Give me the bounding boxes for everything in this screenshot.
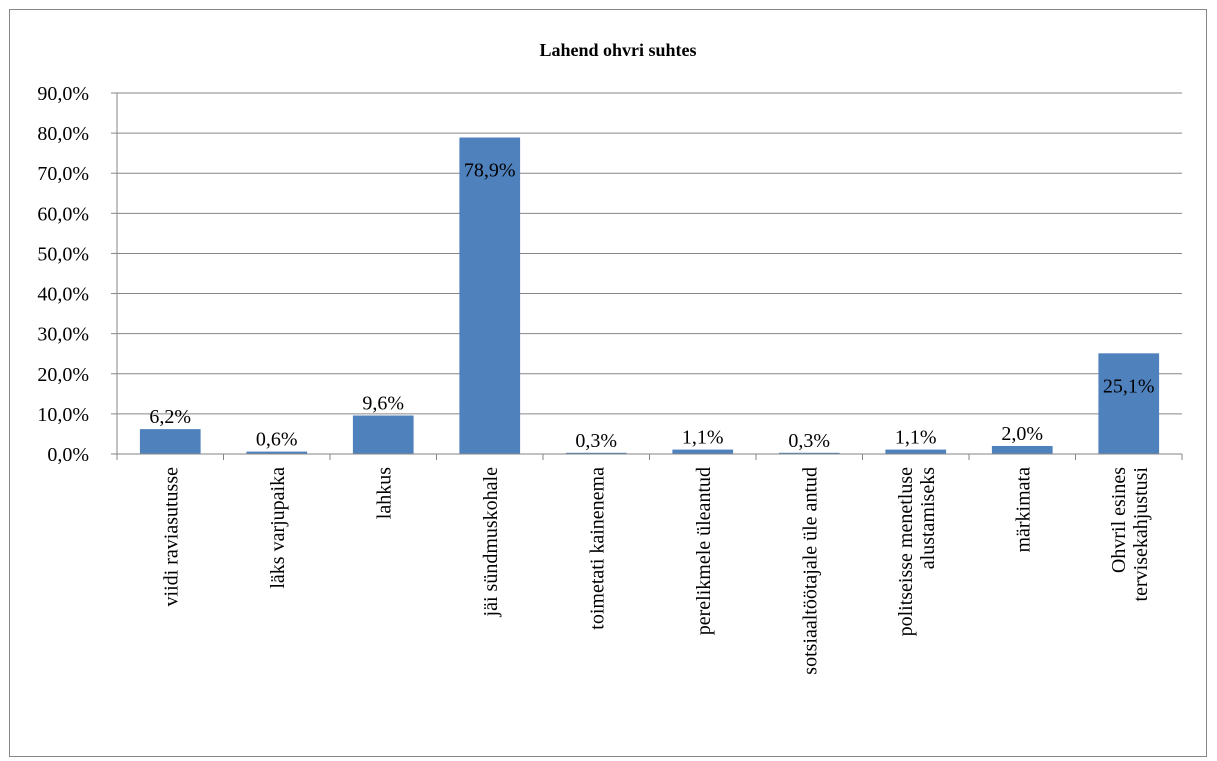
bar <box>991 445 1053 454</box>
data-label: 9,6% <box>362 392 404 414</box>
bar <box>1098 353 1160 454</box>
y-tick-label: 40,0% <box>37 284 89 306</box>
y-axis-ticks: 0,0% 10,0% 20,0% 30,0% 40,0% 50,0% 60,0% 70,0% 8… <box>37 83 89 466</box>
y-tick-label: 90,0% <box>37 83 89 105</box>
bar <box>885 449 947 454</box>
category-label: viidi raviasutusse <box>160 467 182 607</box>
data-label: 1,1% <box>895 427 937 449</box>
y-tick-label: 70,0% <box>37 163 89 185</box>
category-label: alustamiseks <box>917 467 939 569</box>
bar <box>672 449 734 454</box>
data-label: 25,1% <box>1103 375 1155 397</box>
category-labels: viidi raviasutusse läks varjupaika lahkus j… <box>160 467 1152 675</box>
category-label: sotsiaaltöötajale üle antud <box>799 467 821 675</box>
bar <box>565 452 627 454</box>
bar <box>459 137 521 455</box>
category-label: lahkus <box>373 467 395 519</box>
y-tick-label: 60,0% <box>37 203 89 225</box>
y-tick-label: 80,0% <box>37 123 89 145</box>
category-label: märkimata <box>1012 467 1034 553</box>
category-label: tervisekahjustusi <box>1130 467 1152 602</box>
bar <box>139 429 201 454</box>
data-label: 78,9% <box>464 160 516 182</box>
category-label: jäi sündmuskohale <box>480 467 502 618</box>
y-tick-label: 10,0% <box>37 404 89 426</box>
bar <box>246 451 308 454</box>
data-label: 6,2% <box>149 406 191 428</box>
data-labels: 6,2% 0,6% 9,6% 78,9% 0,3% 1,1% 0,3% 1,1% 2,0% 25,… <box>149 160 1154 452</box>
bar <box>352 415 414 454</box>
axes <box>111 92 1183 460</box>
y-tick-label: 0,0% <box>47 444 89 466</box>
data-label: 0,6% <box>256 429 298 451</box>
y-tick-label: 30,0% <box>37 324 89 346</box>
bar <box>778 452 840 454</box>
data-label: 2,0% <box>1001 423 1043 445</box>
gridlines <box>117 92 1182 415</box>
bars <box>139 137 1160 455</box>
category-label: Ohvril esines <box>1108 467 1130 573</box>
y-tick-label: 50,0% <box>37 243 89 265</box>
data-label: 0,3% <box>788 430 830 452</box>
category-label: perelikmele üleantud <box>693 467 715 635</box>
y-tick-label: 20,0% <box>37 364 89 386</box>
chart-title: Lahend ohvri suhtes <box>539 40 696 60</box>
chart-frame: Lahend ohvri suhtes 0,0% 10,0% 20,0% 30,0% 4… <box>9 9 1207 757</box>
data-label: 0,3% <box>575 430 617 452</box>
category-label: politseisse menetluse <box>895 467 917 637</box>
category-label: läks varjupaika <box>267 467 289 589</box>
data-label: 1,1% <box>682 427 724 449</box>
category-label: toimetati kainenema <box>586 467 608 630</box>
bar-chart: Lahend ohvri suhtes 0,0% 10,0% 20,0% 30,0% 4… <box>37 40 1183 675</box>
